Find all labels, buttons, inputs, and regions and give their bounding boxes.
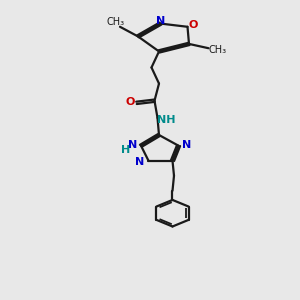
Text: CH₃: CH₃ — [106, 17, 124, 27]
Text: N: N — [157, 16, 166, 26]
Text: CH₃: CH₃ — [208, 45, 226, 56]
Text: O: O — [125, 98, 135, 107]
Text: NH: NH — [157, 115, 175, 124]
Text: O: O — [188, 20, 198, 30]
Text: N: N — [128, 140, 137, 150]
Text: N: N — [136, 157, 145, 167]
Text: H: H — [121, 145, 130, 155]
Text: N: N — [182, 140, 191, 150]
